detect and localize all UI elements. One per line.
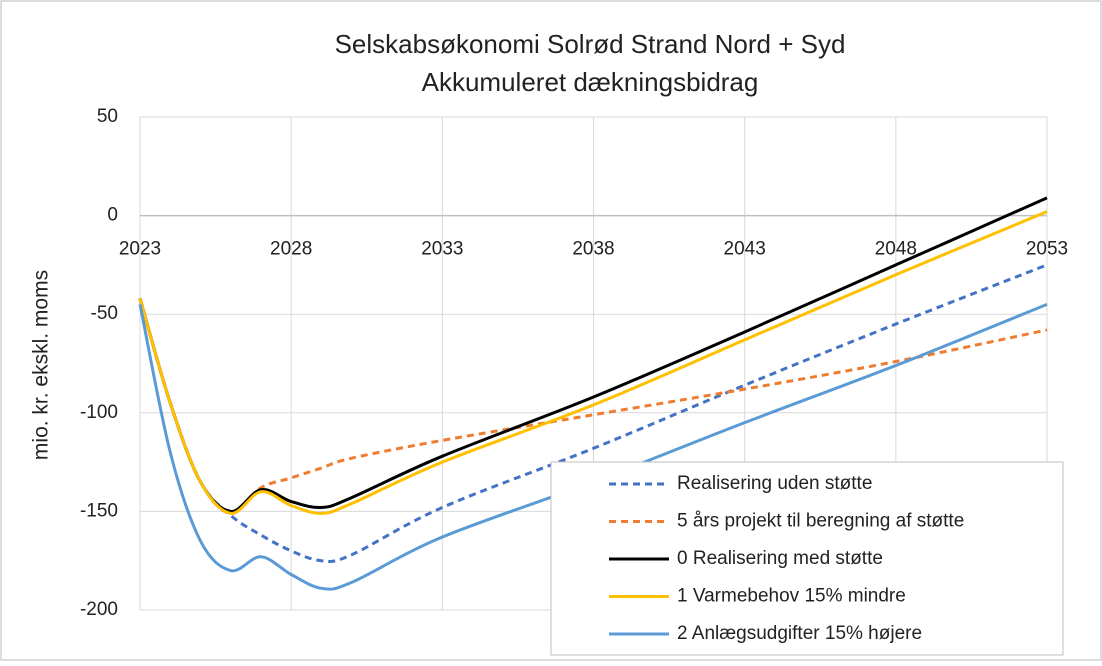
x-tick-label: 2023 bbox=[119, 239, 161, 260]
legend-label: 0 Realisering med støtte bbox=[677, 548, 883, 569]
x-tick-label: 2033 bbox=[421, 239, 463, 260]
line bbox=[138, 302, 1048, 591]
x-tick-label: 2053 bbox=[1026, 239, 1068, 260]
y-tick-label: 50 bbox=[97, 106, 118, 127]
chart-subtitle: Akkumuleret dækningsbidrag bbox=[422, 67, 759, 97]
y-tick-label: 0 bbox=[107, 205, 118, 226]
x-tick-label: 2028 bbox=[270, 239, 312, 260]
y-tick-label: -150 bbox=[80, 500, 118, 521]
y-axis-label: mio. kr. ekskl. moms bbox=[30, 270, 53, 460]
legend-label: 5 års projekt til beregning af støtte bbox=[677, 511, 964, 532]
legend-label: 2 Anlægsudgifter 15% højere bbox=[677, 623, 922, 644]
x-tick-label: 2038 bbox=[572, 239, 614, 260]
legend-label: 1 Varmebehov 15% mindre bbox=[677, 586, 906, 607]
y-tick-label: -100 bbox=[80, 402, 118, 423]
y-tick-label: -200 bbox=[80, 599, 118, 620]
legend-label: Realisering uden støtte bbox=[677, 473, 872, 494]
line bbox=[138, 210, 1048, 515]
chart-title: Selskabsøkonomi Solrød Strand Nord + Syd bbox=[335, 29, 846, 59]
x-tick-label: 2043 bbox=[724, 239, 766, 260]
x-tick-label: 2048 bbox=[875, 239, 917, 260]
y-tick-label: -50 bbox=[91, 303, 118, 324]
